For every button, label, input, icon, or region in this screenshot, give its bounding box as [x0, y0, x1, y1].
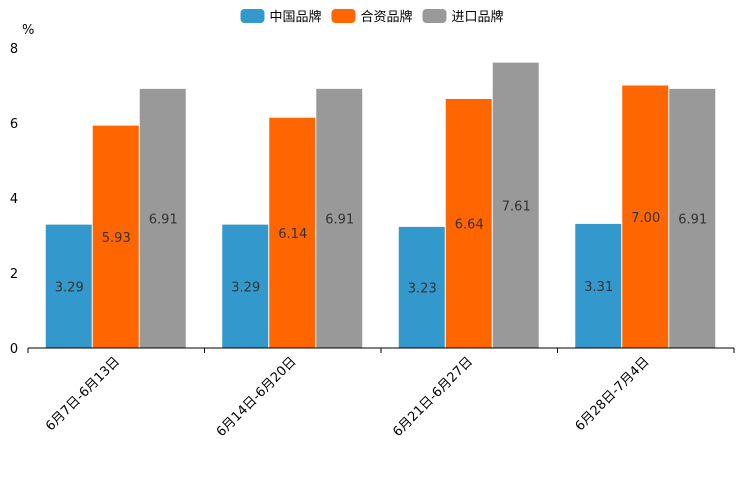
bar — [269, 117, 316, 348]
bar-value-label: 6.91 — [678, 212, 707, 227]
bar-value-label: 3.29 — [55, 280, 84, 295]
y-tick-label: 6 — [10, 117, 18, 132]
legend-label: 中国品牌 — [270, 9, 322, 25]
bar-value-label: 6.64 — [455, 218, 484, 233]
bar — [622, 85, 669, 348]
bar-value-label: 3.31 — [584, 280, 613, 295]
x-tick-label: 6月14日-6月20日 — [214, 354, 300, 440]
y-tick-label: 0 — [10, 342, 18, 357]
bar-value-label: 7.00 — [631, 211, 660, 226]
x-tick-label: 6月28日-7月4日 — [573, 354, 653, 434]
legend-label: 合资品牌 — [361, 9, 413, 25]
bar-value-label: 3.29 — [231, 280, 260, 295]
bar — [222, 224, 269, 348]
x-axis: 6月7日-6月13日 6月14日-6月20日 6月21日-6月27日 6月28日-7月… — [27, 347, 735, 440]
bars: 3.29 3.29 3.23 3.31 5.93 6.14 6.64 7.00 6.91 6.91… — [45, 62, 716, 348]
bar — [316, 88, 363, 348]
bar-value-label: 6.14 — [278, 227, 307, 242]
legend-swatch — [422, 9, 447, 23]
x-tick-label: 6月21日-6月27日 — [390, 354, 476, 440]
bar-value-label: 7.61 — [502, 199, 531, 214]
bar — [398, 226, 445, 348]
x-tick-label: 6月7日-6月13日 — [43, 354, 123, 434]
y-axis-unit-label: % — [22, 23, 34, 38]
bar-value-label: 3.23 — [408, 281, 437, 296]
bar — [669, 88, 716, 348]
y-tick-label: 2 — [10, 267, 18, 282]
legend-label: 进口品牌 — [452, 9, 504, 25]
y-axis: 0 2 4 6 8 — [10, 42, 18, 357]
bar-value-label: 6.91 — [325, 212, 354, 227]
legend: 中国品牌 合资品牌 进口品牌 — [240, 9, 504, 25]
y-tick-label: 8 — [10, 42, 18, 57]
bar — [445, 99, 492, 348]
bar — [575, 223, 622, 348]
legend-swatch — [331, 9, 356, 23]
legend-swatch — [240, 9, 265, 23]
bar-value-label: 6.91 — [149, 212, 178, 227]
bar — [139, 88, 186, 348]
y-tick-label: 4 — [10, 192, 18, 207]
bar — [492, 62, 539, 348]
bar-value-label: 5.93 — [102, 231, 131, 246]
bar — [45, 224, 92, 348]
bar — [92, 125, 139, 348]
